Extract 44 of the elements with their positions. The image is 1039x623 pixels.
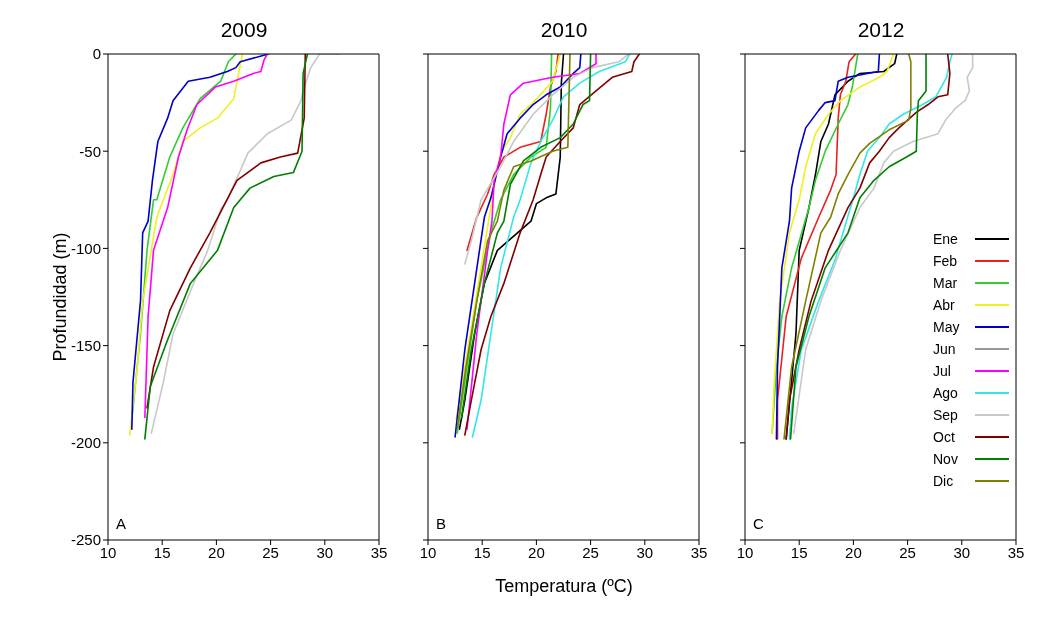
x-tick-label: 35 xyxy=(1007,543,1025,561)
y-tick-label: 0 xyxy=(92,45,101,63)
y-tick-label: -150 xyxy=(70,336,101,354)
y-tick-label: -250 xyxy=(70,531,101,549)
legend-label: Abr xyxy=(933,297,956,314)
x-tick-label: 35 xyxy=(370,543,388,561)
x-tick-label: 20 xyxy=(528,543,545,561)
x-tick-label: 20 xyxy=(208,543,225,561)
legend-label: Feb xyxy=(933,253,959,270)
x-tick-label: 35 xyxy=(690,543,708,561)
chart-title: 2010 xyxy=(539,17,589,43)
legend-label: Oct xyxy=(933,429,956,446)
annotation: B xyxy=(436,515,447,532)
x-tick-label: 10 xyxy=(99,543,117,561)
x-tick-label: 25 xyxy=(899,543,916,561)
x-tick-label: 15 xyxy=(790,543,808,561)
legend-label: Jun xyxy=(933,341,957,358)
x-tick-label: 10 xyxy=(736,543,754,561)
x-tick-label: 30 xyxy=(316,543,334,561)
legend-label: Dic xyxy=(933,473,955,490)
x-tick-label: 20 xyxy=(845,543,862,561)
y-tick-label: -200 xyxy=(70,434,101,452)
annotation: C xyxy=(753,515,764,532)
legend-label: Nov xyxy=(933,451,959,468)
x-tick-label: 25 xyxy=(262,543,279,561)
x-tick-label: 15 xyxy=(473,543,491,561)
x-tick-label: 10 xyxy=(419,543,437,561)
legend-label: May xyxy=(933,319,961,336)
legend-label: Mar xyxy=(933,275,959,292)
legend-label: Jul xyxy=(933,363,952,380)
y-tick-label: -100 xyxy=(70,239,101,257)
chart-title: 2009 xyxy=(219,17,269,43)
x-axis-title: Temperatura (ºC) xyxy=(494,576,634,597)
x-tick-label: 25 xyxy=(582,543,599,561)
y-axis-title: Profundidad (m) xyxy=(50,232,71,362)
x-tick-label: 30 xyxy=(636,543,654,561)
x-tick-label: 30 xyxy=(953,543,971,561)
legend-label: Ene xyxy=(933,231,959,248)
chart-title: 2012 xyxy=(856,17,906,43)
legend-label: Ago xyxy=(933,385,959,402)
y-tick-label: -50 xyxy=(79,142,101,160)
legend-label: Sep xyxy=(933,407,959,424)
annotation: A xyxy=(116,515,127,532)
x-tick-label: 15 xyxy=(153,543,171,561)
